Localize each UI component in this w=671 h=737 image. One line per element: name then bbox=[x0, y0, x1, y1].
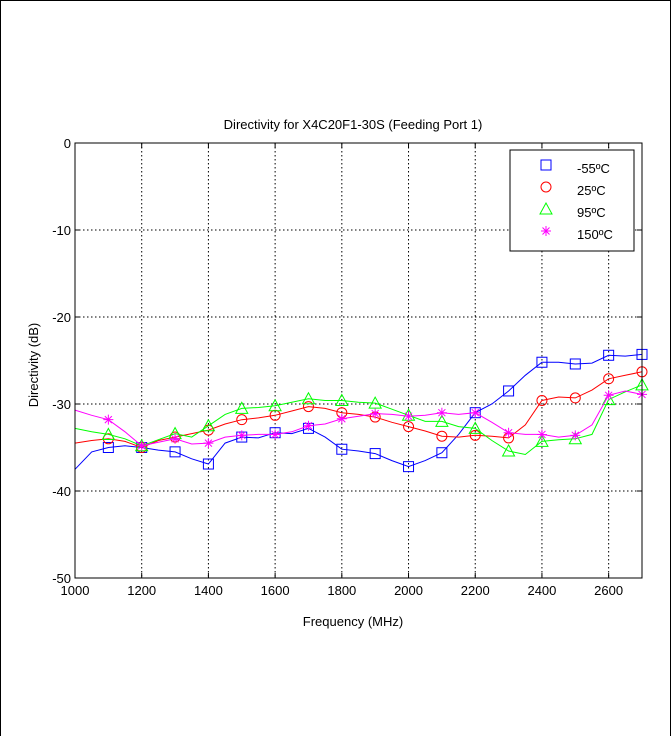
data-point bbox=[236, 430, 247, 441]
x-tick-label: 1400 bbox=[194, 583, 223, 598]
data-point bbox=[102, 433, 114, 445]
legend-marker bbox=[541, 226, 551, 236]
x-tick-label: 1600 bbox=[261, 583, 290, 598]
legend-marker bbox=[540, 181, 552, 193]
y-tick-label: -50 bbox=[52, 571, 71, 586]
data-point bbox=[136, 440, 147, 451]
chart-title: Directivity for X4C20F1-30S (Feeding Por… bbox=[224, 117, 483, 132]
x-tick-label: 2200 bbox=[461, 583, 490, 598]
x-tick-label: 2000 bbox=[394, 583, 423, 598]
data-point bbox=[234, 401, 249, 414]
data-point bbox=[369, 448, 381, 460]
data-point bbox=[403, 461, 415, 473]
data-point bbox=[236, 414, 248, 426]
data-point bbox=[403, 421, 415, 433]
data-point bbox=[370, 408, 381, 419]
y-axis-label: Directivity (dB) bbox=[26, 323, 41, 408]
y-tick-label: 0 bbox=[64, 136, 71, 151]
data-point bbox=[270, 429, 281, 440]
series-4 bbox=[74, 389, 647, 451]
series-line bbox=[74, 384, 643, 456]
data-point bbox=[336, 413, 347, 424]
data-point bbox=[268, 398, 282, 412]
data-point bbox=[569, 392, 581, 404]
x-tick-label: 1800 bbox=[327, 583, 356, 598]
data-point bbox=[169, 446, 181, 458]
data-point bbox=[302, 401, 314, 413]
x-tick-label: 1000 bbox=[61, 583, 90, 598]
data-point bbox=[569, 358, 581, 370]
legend-label: -55ºC bbox=[577, 161, 610, 176]
data-point bbox=[435, 414, 449, 427]
data-point bbox=[301, 391, 316, 405]
x-axis-label: Frequency (MHz) bbox=[303, 614, 403, 629]
data-point bbox=[601, 392, 616, 406]
data-point bbox=[336, 443, 348, 455]
x-tick-labels: 1000 1200 1400 1600 1800 2000 2200 2400 2600 bbox=[61, 583, 624, 598]
series-group bbox=[74, 348, 649, 473]
legend-label: 150ºC bbox=[577, 227, 613, 242]
data-point bbox=[469, 429, 481, 441]
data-point bbox=[603, 390, 614, 401]
legend-label: 25ºC bbox=[577, 183, 606, 198]
data-point bbox=[303, 420, 314, 431]
legend: -55ºC 25ºC 95ºC 150ºC bbox=[509, 149, 635, 252]
legend-marker bbox=[540, 159, 552, 171]
data-point bbox=[536, 395, 548, 407]
data-point bbox=[436, 407, 447, 418]
data-point bbox=[202, 424, 214, 436]
legend-label: 95ºC bbox=[577, 205, 606, 220]
data-point bbox=[102, 442, 114, 453]
series-3 bbox=[74, 377, 649, 457]
data-point bbox=[503, 427, 514, 438]
data-point bbox=[501, 443, 516, 457]
plot-frame bbox=[74, 142, 643, 579]
x-tick-label: 2600 bbox=[594, 583, 623, 598]
data-point bbox=[536, 429, 547, 440]
data-point bbox=[201, 418, 216, 432]
data-point bbox=[436, 430, 448, 442]
series-1 bbox=[74, 348, 648, 473]
y-tick-label: -30 bbox=[52, 397, 71, 412]
data-point bbox=[170, 433, 181, 444]
y-tick-labels: 0 -10 -20 -30 -40 -50 bbox=[52, 136, 71, 586]
data-point bbox=[503, 385, 515, 397]
y-tick-label: -40 bbox=[52, 484, 71, 499]
data-point bbox=[101, 427, 116, 440]
data-point bbox=[334, 393, 349, 407]
y-tick-label: -20 bbox=[52, 310, 71, 325]
data-point bbox=[535, 434, 549, 447]
data-point bbox=[203, 438, 214, 449]
y-tick-label: -10 bbox=[52, 223, 71, 238]
axes bbox=[74, 142, 643, 579]
data-point bbox=[436, 447, 448, 459]
legend-marker bbox=[539, 201, 553, 215]
data-point bbox=[603, 373, 615, 385]
data-point bbox=[202, 458, 214, 470]
legend-box bbox=[509, 149, 635, 252]
data-point bbox=[570, 430, 581, 441]
x-tick-label: 2400 bbox=[527, 583, 556, 598]
x-tick-label: 1200 bbox=[127, 583, 156, 598]
data-point bbox=[403, 411, 414, 422]
data-point bbox=[603, 349, 615, 361]
data-point bbox=[468, 421, 483, 434]
series-line bbox=[74, 353, 643, 470]
data-point bbox=[470, 407, 481, 418]
data-point bbox=[103, 414, 114, 425]
series-line bbox=[74, 371, 643, 449]
series-line bbox=[74, 390, 643, 447]
data-point bbox=[368, 396, 383, 409]
data-point bbox=[536, 356, 548, 368]
